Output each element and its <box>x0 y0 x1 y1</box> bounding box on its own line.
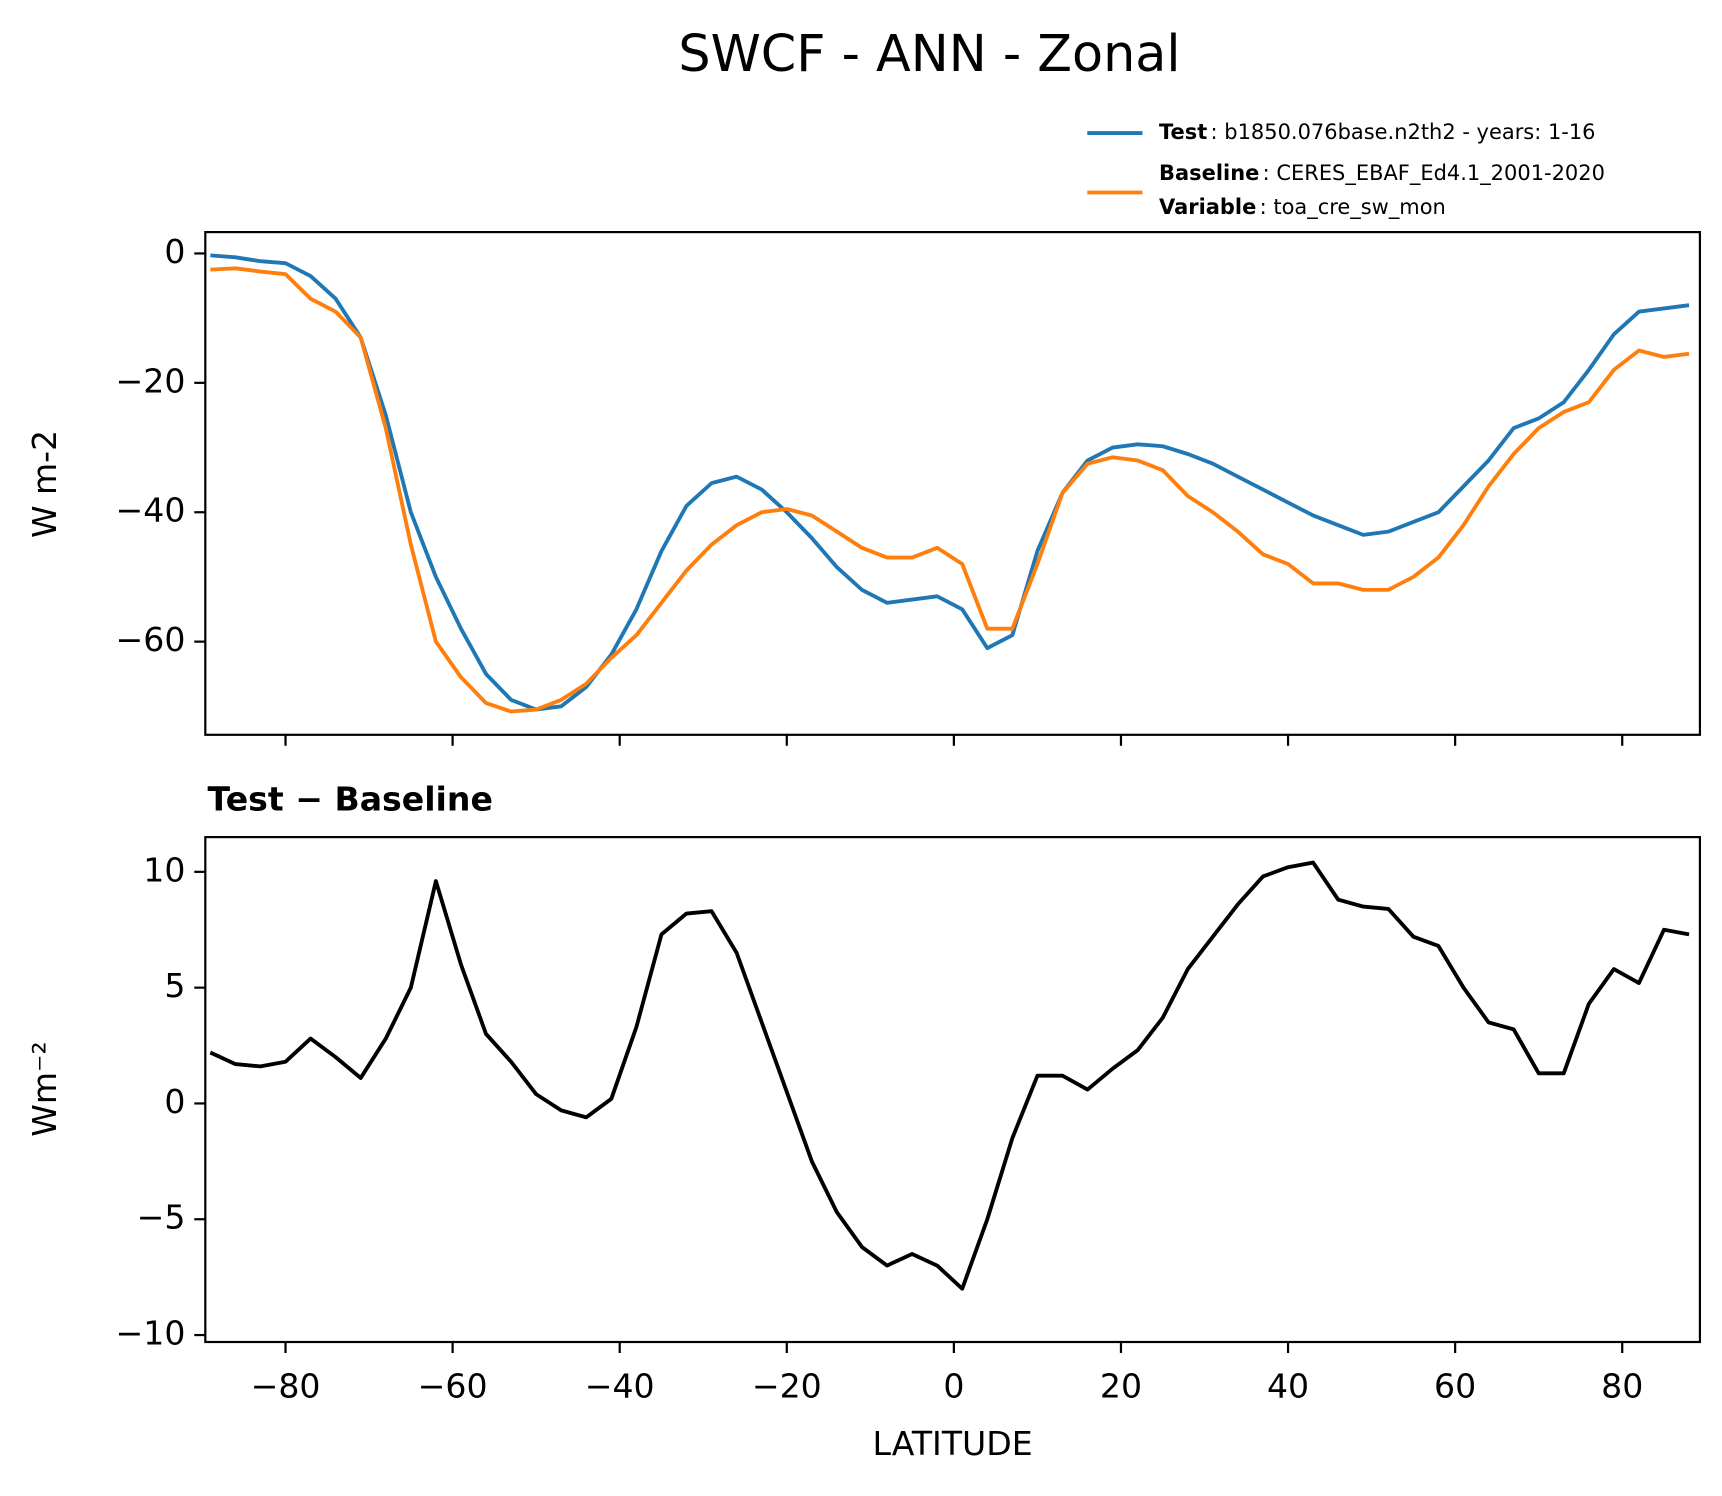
x-tick-label: 0 <box>943 1367 964 1406</box>
legend-text: : CERES_EBAF_Ed4.1_2001-2020 <box>1263 161 1605 186</box>
plot-area <box>210 253 1690 714</box>
y-tick-label: −10 <box>116 1314 186 1353</box>
data-line <box>209 860 1690 1291</box>
x-tick-label: 40 <box>1267 1367 1309 1406</box>
data-line <box>210 253 1690 712</box>
legend-entry: Test: b1850.076base.n2th2 - years: 1-16 <box>1159 120 1596 144</box>
legend-name: Variable <box>1159 195 1256 219</box>
x-tick-label: −80 <box>251 1367 321 1406</box>
y-tick-label: 5 <box>164 966 185 1005</box>
x-tick-label: 80 <box>1601 1367 1643 1406</box>
legend-text: : toa_cre_sw_mon <box>1260 195 1446 220</box>
x-tick-label: −40 <box>585 1367 655 1406</box>
x-tick-label: −20 <box>752 1367 822 1406</box>
axes-frame <box>204 231 1702 736</box>
x-tick-label: −60 <box>418 1367 488 1406</box>
legend-name: Baseline <box>1159 161 1259 185</box>
y-tick-label: −20 <box>116 361 186 400</box>
x-axis-label: LATITUDE <box>873 1424 1033 1463</box>
subplot-title: Test − Baseline <box>208 779 493 818</box>
y-axis-label: W m-2 <box>25 430 64 538</box>
y-tick-label: 10 <box>143 850 185 889</box>
y-tick-label: 0 <box>164 1082 185 1121</box>
y-tick-label: −5 <box>137 1198 186 1237</box>
plot-area <box>209 860 1690 1291</box>
legend-entry: Baseline: CERES_EBAF_Ed4.1_2001-2020 <box>1159 161 1605 186</box>
y-tick-label: −60 <box>116 620 186 659</box>
y-axis-label: Wm⁻² <box>25 1041 64 1136</box>
axes-frame <box>204 836 1702 1344</box>
y-tick-label: −40 <box>116 491 186 530</box>
y-tick-label: 0 <box>164 232 185 271</box>
x-tick-label: 20 <box>1100 1367 1142 1406</box>
legend-name: Test <box>1159 120 1207 144</box>
data-line <box>210 266 1690 714</box>
legend-text: : b1850.076base.n2th2 - years: 1-16 <box>1211 120 1596 144</box>
figure-title: SWCF - ANN - Zonal <box>678 24 1180 83</box>
x-tick-label: 60 <box>1434 1367 1476 1406</box>
legend-entry: Variable: toa_cre_sw_mon <box>1159 195 1446 220</box>
